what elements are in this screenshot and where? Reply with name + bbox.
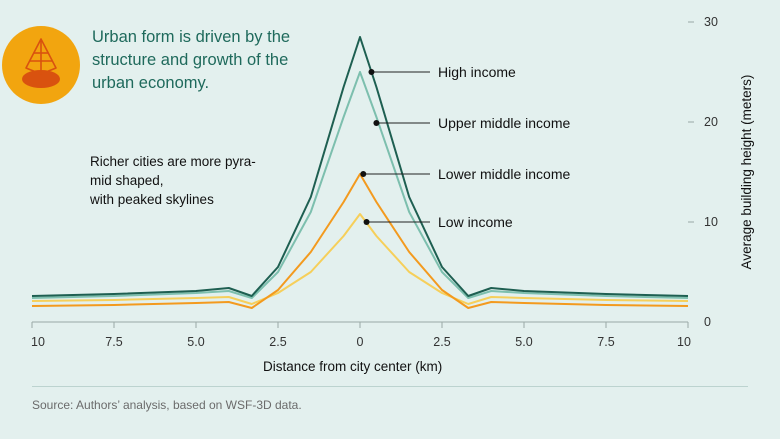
y-axis-label: Average building height (meters) [739, 75, 754, 270]
subtext-line: Richer cities are more pyra- [90, 154, 256, 169]
annotation-dot [360, 171, 367, 177]
annotation-dot [373, 120, 380, 126]
x-tick-label: 10 [31, 335, 45, 349]
annotation-dot [363, 219, 370, 225]
headline: Urban form is driven by the structure an… [92, 28, 291, 92]
subtext-line: with peaked skylines [90, 192, 214, 207]
x-tick-label: 10 [677, 335, 691, 349]
subtext: Richer cities are more pyra- mid shaped,… [90, 152, 290, 209]
subtext-line: mid shaped, [90, 173, 164, 188]
x-tick-label: 5.0 [187, 335, 204, 349]
divider [32, 386, 748, 387]
y-tick-label: 0 [704, 315, 711, 329]
x-tick-label: 7.5 [105, 335, 122, 349]
pyramid-building-icon [2, 26, 80, 104]
annotation-label-low-income: Low income [438, 214, 513, 230]
annotation-label-upper-middle-income: Upper middle income [438, 115, 570, 131]
x-axis-label: Distance from city center (km) [263, 359, 443, 374]
x-tick-label: 0 [357, 335, 364, 349]
source-note: Source: Authors’ analysis, based on WSF-… [32, 398, 302, 412]
series-line-low-income [31, 213, 689, 305]
annotation-dot [368, 69, 375, 75]
line-chart: 10 7.5 5.0 2.5 0 2.5 5.0 7.5 10 0 10 20 30 Average bu… [31, 15, 754, 349]
y-tick-label: 30 [704, 15, 718, 29]
x-tick-label: 7.5 [597, 335, 614, 349]
x-tick-label: 2.5 [433, 335, 450, 349]
series-line-high-income [31, 36, 689, 297]
y-tick-label: 10 [704, 215, 718, 229]
series-line-upper-middle-income [31, 71, 689, 299]
annotation-label-lower-middle-income: Lower middle income [438, 166, 570, 182]
x-tick-label: 5.0 [515, 335, 532, 349]
annotation-label-high-income: High income [438, 64, 516, 80]
series-line-lower-middle-income [31, 173, 689, 309]
y-tick-label: 20 [704, 115, 718, 129]
x-tick-label: 2.5 [269, 335, 286, 349]
